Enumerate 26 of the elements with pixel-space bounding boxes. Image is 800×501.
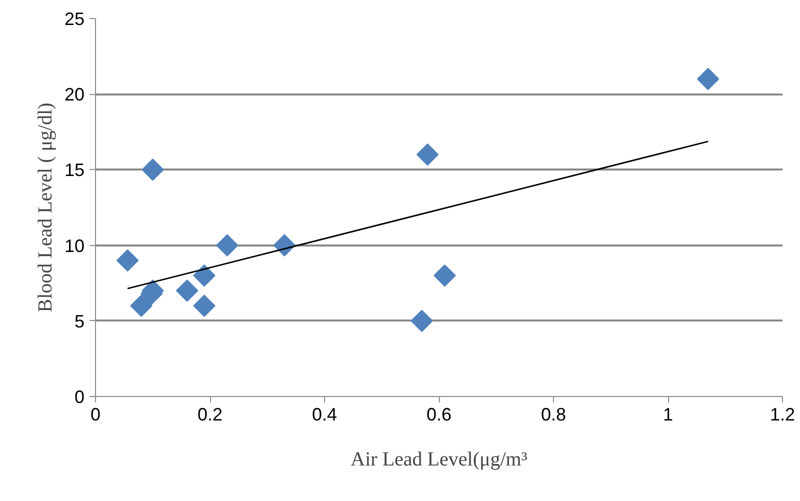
x-tick-label: 0.8 <box>540 404 566 424</box>
point <box>193 294 216 317</box>
x-tick-label: 1 <box>662 404 674 424</box>
x-tick-label: 0.4 <box>312 404 338 424</box>
y-tick-label: 5 <box>74 311 85 332</box>
point <box>696 68 720 90</box>
x-tick-label: 0.6 <box>426 404 452 424</box>
y-tick-label: 15 <box>64 160 85 180</box>
y-tick-label: 20 <box>64 84 85 105</box>
point <box>216 234 238 256</box>
x-tick-label: 0.2 <box>197 404 223 424</box>
y-tick-label: 10 <box>64 236 85 256</box>
point <box>142 158 164 181</box>
x-tick-label: 1.2 <box>770 404 796 424</box>
y-tick-label: 0 <box>74 387 85 407</box>
x-axis-title: Air Lead Level(μg/m³ <box>350 448 528 470</box>
point <box>434 264 456 287</box>
point <box>416 143 439 166</box>
point <box>130 294 152 317</box>
y-axis-title: Blood Lead Level ( μg/dl) <box>34 102 56 312</box>
y-tick-label: 25 <box>64 9 85 29</box>
point <box>410 310 433 332</box>
point <box>116 249 139 272</box>
point <box>176 280 198 302</box>
x-tick-label: 0 <box>90 404 101 424</box>
point <box>193 264 216 287</box>
